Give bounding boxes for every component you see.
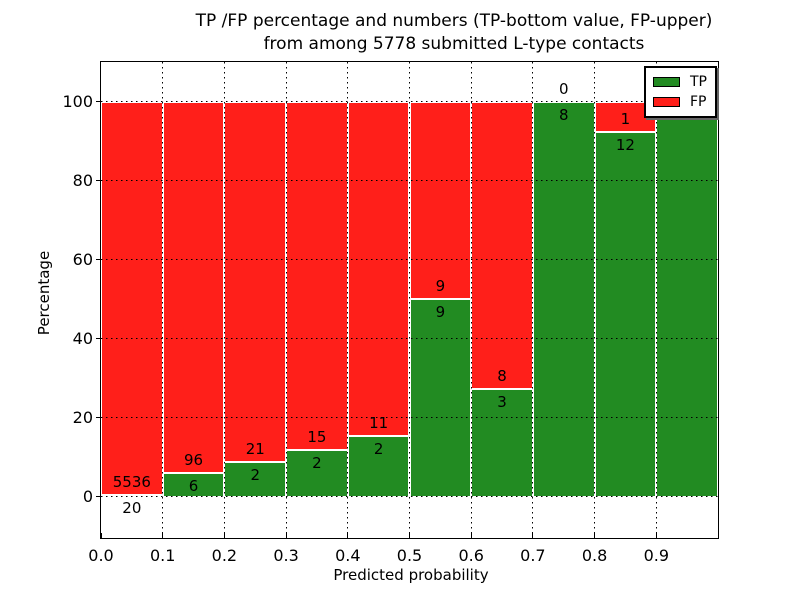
x-tick-mark <box>594 533 596 538</box>
y-tick-mark <box>96 180 100 181</box>
y-tick-label: 0 <box>82 486 93 506</box>
tp-count-label: 12 <box>615 135 635 154</box>
fp-count-label: 5536 <box>112 473 151 492</box>
y-tick-mark <box>96 496 100 498</box>
vertical-gridline <box>532 62 534 538</box>
tp-count-label: 2 <box>312 454 322 473</box>
y-tick-label: 100 <box>62 91 93 111</box>
x-tick-mark <box>409 533 410 538</box>
grid-layer <box>101 62 718 538</box>
fp-count-label: 8 <box>497 366 507 385</box>
x-tick-mark <box>223 533 225 538</box>
y-tick-label: 40 <box>72 328 93 348</box>
x-tick-mark <box>717 533 719 538</box>
chart-title-line1: TP /FP percentage and numbers (TP-bottom… <box>195 11 713 31</box>
fp-count-label: 96 <box>184 451 204 470</box>
vertical-gridline <box>162 62 164 538</box>
tp-count-label: 6 <box>188 477 199 496</box>
x-tick-mark <box>285 533 287 538</box>
x-tick-mark <box>470 533 472 538</box>
tp-count-label: 9 <box>435 303 446 321</box>
y-tick-mark <box>96 417 100 419</box>
legend-item-label: FP <box>690 94 707 110</box>
tp-bar-segment <box>656 101 718 497</box>
tp-bar-segment <box>594 131 657 497</box>
fp-count-label: 21 <box>245 440 265 459</box>
x-tick-label: 0.6 <box>458 546 484 565</box>
tp-count-label: 2 <box>250 466 261 485</box>
annotation-layer: 55362096621215211299830811217 <box>101 62 718 538</box>
horizontal-gridline <box>101 180 718 181</box>
tp-count-label: 8 <box>558 105 569 124</box>
x-tick-label: 0.1 <box>149 546 176 565</box>
chart-title: TP /FP percentage and numbers (TP-bottom… <box>196 10 713 56</box>
vertical-gridline <box>409 62 410 538</box>
fp-swatch-icon <box>653 97 680 107</box>
x-tick-mark <box>100 533 102 538</box>
bars-layer <box>101 62 718 538</box>
horizontal-gridline <box>101 338 718 339</box>
fp-count-label: 11 <box>369 413 389 432</box>
horizontal-gridline <box>101 101 718 102</box>
vertical-gridline <box>470 62 472 538</box>
x-tick-label: 0.8 <box>581 546 608 565</box>
x-tick-label: 0.4 <box>335 546 361 565</box>
fp-bar-segment <box>162 101 225 474</box>
fp-count-label: 9 <box>435 277 446 295</box>
y-tick-mark <box>96 338 100 339</box>
horizontal-gridline <box>101 417 718 419</box>
horizontal-gridline <box>101 259 718 260</box>
legend-item: FP <box>653 92 707 112</box>
x-tick-label: 0.3 <box>273 546 299 565</box>
vertical-gridline <box>655 62 657 538</box>
tp-swatch-icon <box>653 77 680 87</box>
x-tick-label: 0.7 <box>520 546 546 565</box>
x-tick-label: 0.9 <box>643 546 670 565</box>
fp-count-label: 0 <box>558 79 569 98</box>
x-axis-label: Predicted probability <box>333 566 489 584</box>
vertical-gridline <box>285 62 287 538</box>
x-tick-mark <box>162 533 164 538</box>
x-tick-mark <box>655 533 657 538</box>
tp-count-label: 3 <box>497 392 507 411</box>
x-tick-mark <box>532 533 534 538</box>
horizontal-gridline <box>101 496 718 498</box>
fp-bar-segment <box>347 101 410 436</box>
y-tick-label: 60 <box>72 249 93 269</box>
fp-count-label: 1 <box>620 109 631 128</box>
tp-count-label: 2 <box>373 439 384 458</box>
fp-count-label: 15 <box>307 428 327 447</box>
y-tick-label: 20 <box>72 407 93 427</box>
y-tick-label: 80 <box>72 170 93 190</box>
vertical-gridline <box>594 62 596 538</box>
legend: TP FP <box>644 66 717 118</box>
x-tick-label: 0.2 <box>211 546 238 565</box>
tp-count-label: 20 <box>122 499 142 518</box>
vertical-gridline <box>223 62 225 538</box>
x-tick-label: 0.0 <box>88 546 114 565</box>
y-tick-mark <box>96 101 100 102</box>
x-tick-mark <box>347 533 349 538</box>
chart-title-line2: from among 5778 submitted L-type contact… <box>263 34 645 54</box>
legend-item-label: TP <box>690 74 707 90</box>
tp-bar-segment <box>532 101 595 497</box>
legend-item: TP <box>653 72 707 92</box>
x-tick-label: 0.5 <box>396 546 423 565</box>
y-tick-mark <box>96 259 100 260</box>
vertical-gridline <box>347 62 349 538</box>
plot-area: 0.0 0.1 0.2 0.3 0.4 0.5 0.6 0.7 0.8 0.9 0 20 40 60 80 1… <box>62 61 719 565</box>
tick-layer: 0.0 0.1 0.2 0.3 0.4 0.5 0.6 0.7 0.8 0.9 0 20 40 60 80 1… <box>62 62 719 565</box>
